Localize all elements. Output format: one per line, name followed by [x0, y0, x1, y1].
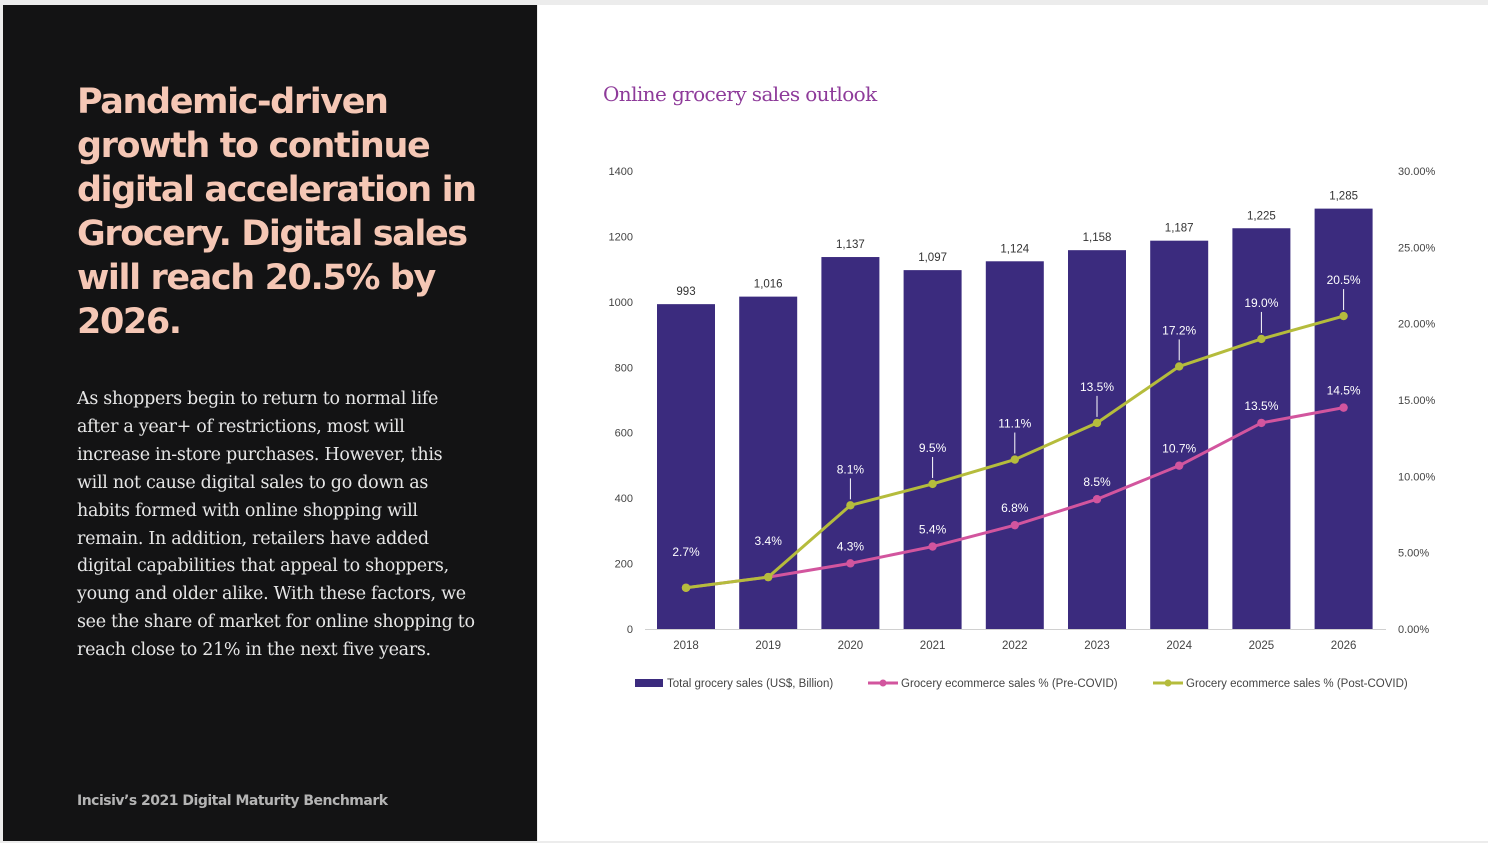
post-covid-value-label: 11.1% [998, 417, 1031, 431]
bar-2026 [1314, 208, 1373, 629]
series-point [1257, 334, 1266, 344]
pre-covid-value-label: 14.5% [1327, 384, 1361, 398]
legend: Total grocery sales (US$, Billion) Grocer… [635, 678, 1408, 690]
x-tick-label: 2020 [838, 640, 864, 652]
bar-value-label: 993 [676, 286, 695, 298]
series-point [681, 583, 691, 592]
y-right-tick-label: 25.00% [1398, 242, 1436, 254]
data-labels-layer: 993 1,016 1,137 1,097 1,124 1,158 1,187 1,225 1,… [672, 191, 1361, 559]
left-panel [3, 5, 537, 841]
body-copy: As shoppers begin to return to normal li… [77, 389, 475, 661]
y-right-tick-label: 20.00% [1398, 319, 1436, 331]
series-point [846, 501, 855, 510]
y-right-tick-label: 5.00% [1398, 548, 1429, 560]
bar-value-label: 1,137 [836, 239, 865, 251]
bar-value-label: 1,016 [754, 279, 783, 291]
legend-label-post-covid: Grocery ecommerce sales % (Post-COVID) [1186, 678, 1408, 690]
series-point [1339, 311, 1348, 321]
y-left-tick-label: 800 [615, 362, 633, 374]
series-point [928, 479, 937, 489]
axis-layer: 0 200 400 600 800 1000 1200 1400 0.00% 5.00% 10.00… [609, 166, 1436, 652]
x-tick-label: 2022 [1002, 640, 1028, 652]
x-tick-label: 2024 [1166, 640, 1192, 652]
bar-2020 [821, 257, 880, 629]
post-covid-value-label: 9.5% [919, 441, 947, 455]
x-tick-label: 2021 [920, 640, 946, 652]
pre-covid-value-label: 10.7% [1162, 442, 1196, 456]
series-point [1010, 455, 1019, 464]
series-point [1092, 495, 1102, 504]
pre-covid-value-label: 4.3% [837, 539, 865, 553]
pre-covid-value-label: 13.5% [1244, 399, 1278, 413]
y-left-tick-label: 1400 [609, 166, 633, 178]
legend-label-total: Total grocery sales (US$, Billion) [667, 678, 833, 690]
post-covid-value-label: 3.4% [755, 534, 783, 548]
bar-2023 [1068, 250, 1126, 629]
pre-covid-value-label: 5.4% [919, 523, 947, 537]
legend-marker-pre-covid [879, 679, 887, 687]
x-tick-label: 2019 [755, 640, 781, 652]
series-point [1175, 362, 1184, 371]
bar-2024 [1150, 240, 1209, 629]
bar-2025 [1232, 228, 1291, 629]
bar-value-label: 1,187 [1165, 223, 1194, 235]
series-point [1257, 418, 1266, 428]
x-tick-label: 2018 [673, 640, 699, 652]
post-covid-value-label: 8.1% [837, 462, 865, 476]
pre-covid-value-label: 8.5% [1083, 475, 1111, 489]
bar-value-label: 1,225 [1247, 210, 1276, 222]
series-point [1339, 403, 1348, 412]
source-caption: Incisiv’s 2021 Digital Maturity Benchmar… [77, 793, 388, 809]
y-left-tick-label: 400 [615, 493, 633, 505]
series-point [846, 559, 855, 568]
y-right-tick-label: 0.00% [1398, 624, 1429, 636]
series-point [1010, 520, 1019, 530]
chart-title: Online grocery sales outlook [603, 82, 877, 106]
y-left-tick-label: 0 [627, 624, 633, 636]
y-left-tick-label: 600 [615, 428, 633, 440]
headline: Pandemic-driven growth to continue digit… [77, 82, 477, 342]
legend-swatch-total [635, 679, 663, 687]
post-covid-value-label: 19.0% [1244, 296, 1278, 310]
bar-value-label: 1,285 [1329, 191, 1358, 203]
post-covid-value-label: 2.7% [672, 545, 700, 559]
bar-value-label: 1,097 [918, 252, 947, 264]
y-left-tick-label: 1000 [609, 297, 633, 309]
legend-marker-post-covid [1164, 679, 1172, 687]
bar-value-label: 1,158 [1083, 232, 1112, 244]
y-right-tick-label: 15.00% [1398, 395, 1436, 407]
series-point [1092, 418, 1102, 428]
bar-2018 [657, 304, 715, 629]
post-covid-value-label: 13.5% [1080, 380, 1114, 394]
series-point [928, 542, 937, 551]
series-point [1175, 461, 1184, 470]
bar-2021 [903, 270, 962, 629]
lines-layer [681, 311, 1348, 592]
y-left-tick-label: 200 [615, 559, 633, 571]
legend-label-pre-covid: Grocery ecommerce sales % (Pre-COVID) [901, 678, 1118, 690]
x-tick-label: 2025 [1249, 640, 1275, 652]
post-covid-value-label: 20.5% [1327, 273, 1361, 287]
bar-value-label: 1,124 [1000, 243, 1029, 255]
y-right-tick-label: 30.00% [1398, 166, 1436, 178]
series-point [764, 572, 773, 582]
y-left-tick-label: 1200 [609, 231, 633, 243]
pre-covid-value-label: 6.8% [1001, 501, 1029, 515]
y-right-tick-label: 10.00% [1398, 471, 1436, 483]
post-covid-value-label: 17.2% [1162, 323, 1196, 337]
x-tick-label: 2026 [1331, 640, 1357, 652]
x-tick-label: 2023 [1084, 640, 1110, 652]
